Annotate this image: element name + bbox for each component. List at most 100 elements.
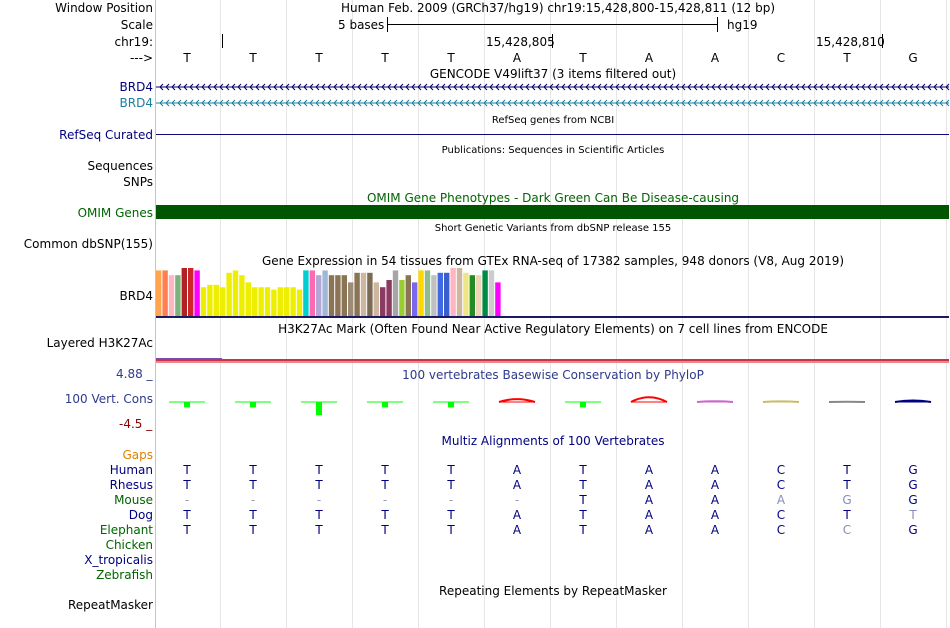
snps-label[interactable]: SNPs xyxy=(123,175,153,189)
phylop-chart[interactable] xyxy=(156,375,950,431)
phylop-label[interactable]: 100 Vert. Cons xyxy=(64,392,153,406)
alignment-base: T xyxy=(579,463,587,477)
strand-arrow xyxy=(849,99,854,107)
species-label[interactable]: Elephant xyxy=(99,523,153,537)
strand-arrow xyxy=(339,99,344,107)
species-label[interactable]: Human xyxy=(109,463,153,477)
omim-label[interactable]: OMIM Genes xyxy=(77,206,153,220)
base-letter: A xyxy=(710,51,720,65)
strand-arrow xyxy=(639,99,644,107)
strand-arrow xyxy=(465,83,470,91)
strand-arrow xyxy=(261,83,266,91)
alignment-base: T xyxy=(183,463,191,477)
strand-arrow xyxy=(765,83,770,91)
strand-arrow xyxy=(213,83,218,91)
gtex-tissue-bar xyxy=(456,268,463,316)
strand-arrow xyxy=(801,83,806,91)
ruler-tick xyxy=(882,34,883,48)
strand-arrow xyxy=(411,83,416,91)
strand-arrow xyxy=(519,99,524,107)
species-label[interactable]: Dog xyxy=(128,508,153,522)
strand-arrow xyxy=(555,99,560,107)
base-guide-line xyxy=(946,0,947,628)
strand-arrow xyxy=(579,99,584,107)
gene-label-brd4-2[interactable]: BRD4 xyxy=(119,96,153,110)
sequences-label[interactable]: Sequences xyxy=(87,159,153,173)
strand-arrow xyxy=(411,99,416,107)
label-separator xyxy=(155,0,156,628)
gtex-tissue-bar xyxy=(412,282,418,316)
gtex-tissue-bar xyxy=(213,284,219,316)
gtex-label[interactable]: BRD4 xyxy=(119,289,153,303)
strand-arrow xyxy=(165,99,170,107)
refseq-track-title[interactable]: RefSeq genes from NCBI xyxy=(491,115,615,126)
base-letter: C xyxy=(776,51,786,65)
strand-arrow xyxy=(831,83,836,91)
gtex-tissue-bar xyxy=(252,287,258,316)
scale-label: Scale xyxy=(120,18,153,32)
species-label[interactable]: X_tropicalis xyxy=(84,553,153,567)
strand-arrow xyxy=(513,83,518,91)
strand-arrow xyxy=(303,99,308,107)
gtex-tissue-bar xyxy=(271,289,277,316)
dbsnp-track-title[interactable]: Short Genetic Variants from dbSNP releas… xyxy=(434,223,672,234)
species-label[interactable]: Chicken xyxy=(105,538,153,552)
species-label[interactable]: Zebrafish xyxy=(96,568,153,582)
strand-arrow xyxy=(243,83,248,91)
gtex-tissue-bar xyxy=(418,270,424,316)
species-label[interactable]: Rhesus xyxy=(109,478,153,492)
base-guide-line xyxy=(748,0,749,628)
gencode-transcript-2[interactable] xyxy=(156,97,950,109)
dbsnp-label[interactable]: Common dbSNP(155) xyxy=(23,237,153,251)
refseq-label[interactable]: RefSeq Curated xyxy=(59,128,153,142)
strand-arrow xyxy=(921,83,926,91)
strand-arrow xyxy=(885,99,890,107)
strand-arrow xyxy=(903,83,908,91)
gencode-track-title[interactable]: GENCODE V49lift37 (3 items filtered out) xyxy=(429,67,677,81)
strand-arrow xyxy=(531,99,536,107)
gtex-gene-line xyxy=(156,316,949,318)
gtex-tissue-bar xyxy=(463,272,469,316)
publications-track-title[interactable]: Publications: Sequences in Scientific Ar… xyxy=(441,145,665,156)
strand-arrow xyxy=(819,99,824,107)
strand-arrow xyxy=(861,83,866,91)
phylop-track-title[interactable]: 100 vertebrates Basewise Conservation by… xyxy=(402,368,704,382)
strand-arrow xyxy=(207,99,212,107)
strand-arrow xyxy=(381,83,386,91)
base-letter: A xyxy=(512,51,522,65)
ruler-tick xyxy=(222,34,223,48)
h3k27ac-track-title[interactable]: H3K27Ac Mark (Often Found Near Active Re… xyxy=(278,322,828,336)
strand-arrow xyxy=(573,99,578,107)
alignment-base: A xyxy=(644,493,654,507)
multiz-track-title[interactable]: Multiz Alignments of 100 Vertebrates xyxy=(441,434,665,448)
h3k27ac-label[interactable]: Layered H3K27Ac xyxy=(46,336,153,350)
gtex-tissue-bar xyxy=(354,272,360,316)
strand-arrow xyxy=(621,83,626,91)
gtex-tissue-bar xyxy=(245,282,251,316)
strand-arrow xyxy=(603,83,608,91)
refseq-gene-line[interactable] xyxy=(156,134,949,135)
strand-arrow xyxy=(693,83,698,91)
gene-label-brd4[interactable]: BRD4 xyxy=(119,80,153,94)
gtex-tissue-bar xyxy=(232,270,239,316)
repeatmasker-track-title[interactable]: Repeating Elements by RepeatMasker xyxy=(439,584,667,598)
species-label[interactable]: Mouse xyxy=(114,493,153,507)
omim-gene-bar[interactable] xyxy=(156,205,949,219)
gencode-transcript-1[interactable] xyxy=(156,81,950,93)
gtex-track-title[interactable]: Gene Expression in 54 tissues from GTEx … xyxy=(261,254,845,268)
alignment-base: A xyxy=(710,508,720,522)
strand-arrow xyxy=(837,99,842,107)
strand-arrow xyxy=(159,99,164,107)
repeatmasker-label[interactable]: RepeatMasker xyxy=(67,598,153,612)
gtex-bar-chart[interactable] xyxy=(156,268,950,318)
strand-arrow xyxy=(585,83,590,91)
window-position-value: Human Feb. 2009 (GRCh37/hg19) chr19:15,4… xyxy=(341,1,776,15)
strand-arrow xyxy=(789,99,794,107)
alignment-base: - xyxy=(316,493,322,507)
omim-track-title[interactable]: OMIM Gene Phenotypes - Dark Green Can Be… xyxy=(366,191,740,205)
gaps-label[interactable]: Gaps xyxy=(122,448,153,462)
alignment-base: A xyxy=(512,478,522,492)
strand-arrow xyxy=(609,99,614,107)
h3k27ac-signal[interactable] xyxy=(156,359,949,361)
strand-arrow xyxy=(825,83,830,91)
